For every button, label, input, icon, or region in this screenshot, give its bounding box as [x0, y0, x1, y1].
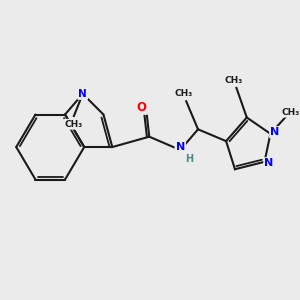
Text: CH₃: CH₃ [224, 76, 243, 85]
Text: N: N [264, 158, 274, 168]
Text: H: H [185, 154, 193, 164]
Text: N: N [78, 89, 87, 99]
Text: N: N [176, 142, 185, 152]
Text: CH₃: CH₃ [281, 108, 300, 117]
Text: O: O [137, 100, 147, 114]
Text: CH₃: CH₃ [64, 120, 83, 129]
Text: CH₃: CH₃ [174, 89, 192, 98]
Text: N: N [270, 127, 280, 137]
